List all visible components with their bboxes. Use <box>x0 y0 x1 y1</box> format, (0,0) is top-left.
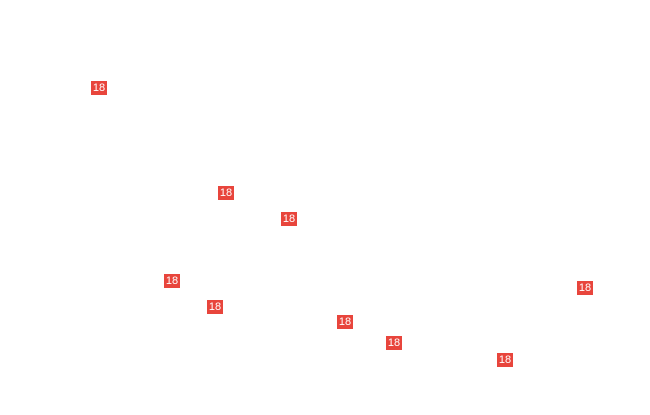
marker-badge[interactable]: 18 <box>386 336 402 350</box>
marker-badge[interactable]: 18 <box>281 212 297 226</box>
marker-badge[interactable]: 18 <box>218 186 234 200</box>
marker-badge[interactable]: 18 <box>164 274 180 288</box>
marker-badge[interactable]: 18 <box>207 300 223 314</box>
marker-badge[interactable]: 18 <box>337 315 353 329</box>
marker-badge[interactable]: 18 <box>577 281 593 295</box>
marker-badge[interactable]: 18 <box>497 353 513 367</box>
marker-badge[interactable]: 18 <box>91 81 107 95</box>
